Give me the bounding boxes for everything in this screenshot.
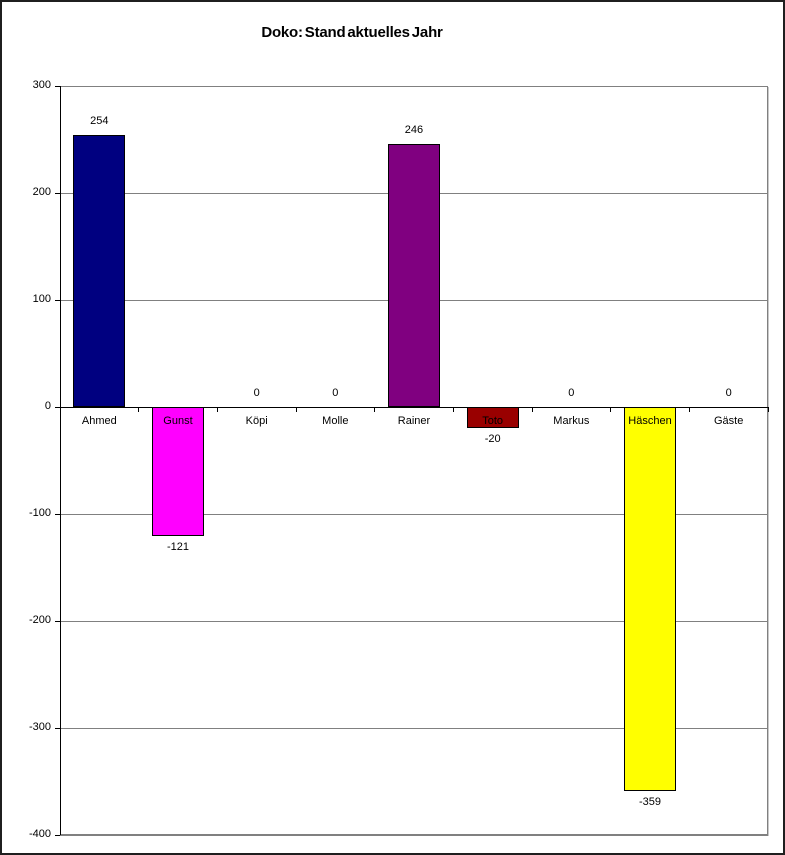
y-axis-tick-mark bbox=[55, 299, 60, 301]
y-axis-tick-label: -400 bbox=[28, 828, 51, 840]
gridline bbox=[60, 834, 768, 836]
category-label-ahmed: Ahmed bbox=[81, 415, 117, 427]
y-axis-tick-label: -200 bbox=[28, 614, 51, 626]
y-axis-tick-label: -300 bbox=[28, 721, 51, 733]
x-axis-tick-mark bbox=[610, 407, 612, 412]
gridline bbox=[60, 513, 768, 515]
value-label-kopi: 0 bbox=[253, 387, 260, 399]
bar-toto bbox=[466, 407, 519, 429]
category-label-rainer: Rainer bbox=[397, 415, 431, 427]
x-axis-tick-mark bbox=[452, 407, 454, 412]
y-axis-tick-mark bbox=[55, 406, 60, 408]
gridline bbox=[60, 85, 768, 87]
value-label-markus: 0 bbox=[568, 387, 575, 399]
x-axis-tick-mark bbox=[216, 407, 218, 412]
bar-gunst bbox=[152, 407, 204, 537]
y-axis-line bbox=[59, 86, 61, 835]
bar-rainer bbox=[388, 143, 440, 407]
x-axis-tick-mark bbox=[531, 407, 533, 412]
gridline bbox=[60, 406, 768, 408]
category-label-molle: Molle bbox=[322, 415, 349, 427]
x-axis-tick-mark bbox=[374, 407, 376, 412]
y-axis-tick-mark bbox=[55, 620, 60, 622]
x-axis-tick-mark bbox=[688, 407, 690, 412]
x-axis-tick-mark bbox=[138, 407, 140, 412]
value-label-molle: 0 bbox=[332, 387, 339, 399]
y-axis-tick-label: 100 bbox=[32, 293, 51, 305]
y-axis-tick-label: -100 bbox=[28, 507, 51, 519]
category-label-gunst: Gunst bbox=[163, 415, 193, 427]
y-axis-tick-mark bbox=[55, 85, 60, 87]
y-axis-tick-mark bbox=[55, 834, 60, 836]
y-axis-tick-label: 300 bbox=[32, 79, 51, 91]
y-axis-tick-mark bbox=[55, 727, 60, 729]
value-label-gunst: -121 bbox=[166, 541, 189, 554]
value-label-ahmed: 254 bbox=[90, 115, 109, 128]
bar-ahmed bbox=[73, 135, 126, 407]
y-axis-tick-label: 200 bbox=[32, 186, 51, 198]
value-label-gaste: 0 bbox=[725, 387, 732, 399]
bar-haschen bbox=[624, 407, 676, 792]
x-axis-tick-mark bbox=[767, 407, 769, 412]
category-label-kopi: Köpi bbox=[245, 415, 268, 427]
category-label-haschen: Häschen bbox=[628, 415, 672, 427]
category-label-markus: Markus bbox=[553, 415, 590, 427]
y-axis-tick-mark bbox=[55, 513, 60, 515]
value-label-toto: -20 bbox=[484, 433, 501, 446]
category-label-gaste: Gäste bbox=[713, 415, 744, 427]
value-label-rainer: 246 bbox=[404, 123, 424, 136]
y-axis-tick-mark bbox=[55, 192, 60, 194]
y-axis-tick-label: 0 bbox=[44, 400, 51, 412]
x-axis-tick-mark bbox=[295, 407, 297, 412]
chart-title: Doko: Stand aktuelles Jahr bbox=[261, 24, 443, 41]
value-label-haschen: -359 bbox=[638, 796, 661, 809]
gridline bbox=[60, 620, 768, 622]
gridline bbox=[60, 727, 768, 729]
category-label-toto: Toto bbox=[482, 415, 504, 427]
x-axis-tick-mark bbox=[59, 407, 61, 412]
